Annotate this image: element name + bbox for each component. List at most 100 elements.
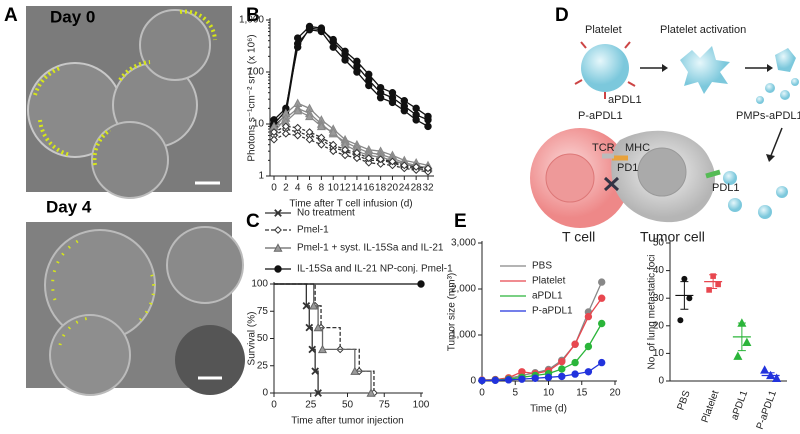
- marker: [274, 226, 282, 234]
- marker: [558, 365, 566, 373]
- x-tick-label: PBS: [675, 389, 692, 412]
- x-tick-label: 2: [283, 183, 289, 194]
- x-tick-label: Platelet: [700, 389, 722, 424]
- marker: [329, 43, 337, 51]
- marker: [598, 278, 606, 286]
- y-tick-label: 75: [257, 306, 269, 317]
- error-bar: [737, 322, 746, 352]
- marker: [350, 366, 360, 375]
- x-tick-label: 10: [543, 388, 555, 399]
- marker: [417, 280, 425, 288]
- marker: [293, 131, 302, 140]
- diagram-label: Tumor cell: [640, 229, 705, 245]
- marker: [424, 122, 432, 131]
- marker: [329, 35, 337, 44]
- marker: [302, 301, 311, 310]
- diagram-label: TCR: [592, 142, 615, 154]
- survival-line: [274, 283, 372, 393]
- marker: [305, 135, 314, 144]
- y-tick-label: 0: [470, 376, 476, 387]
- y-tick-label: 10: [653, 348, 665, 359]
- marker: [273, 243, 283, 252]
- marker: [281, 129, 290, 138]
- marker: [305, 323, 314, 332]
- legend-label: Platelet: [532, 276, 566, 287]
- marker: [518, 375, 526, 383]
- marker: [305, 128, 314, 136]
- x-tick-label: 20: [387, 183, 399, 194]
- marker: [598, 294, 606, 302]
- marker: [293, 123, 302, 132]
- marker: [376, 94, 385, 102]
- marker: [400, 97, 409, 105]
- marker: [681, 275, 688, 282]
- error-bar: [680, 281, 689, 310]
- y-tick-label: 30: [653, 293, 665, 304]
- x-tick-label: 10: [328, 183, 340, 194]
- marker: [293, 105, 303, 115]
- x-tick-label: 28: [411, 183, 423, 194]
- marker: [364, 158, 373, 167]
- marker: [328, 127, 338, 136]
- error-bar: [766, 372, 775, 379]
- marker: [365, 81, 373, 90]
- y-tick-label: 20: [653, 320, 665, 331]
- marker: [584, 312, 593, 321]
- marker: [571, 370, 579, 378]
- x-tick-label: 0: [271, 183, 277, 194]
- diagram-label: PMPs-aPDL1: [736, 110, 800, 122]
- survival-line: [274, 283, 319, 393]
- x-tick-label: P-aPDL1: [755, 389, 779, 431]
- marker: [388, 98, 397, 107]
- y-tick-label: 1,000: [239, 15, 264, 26]
- x-axis-label: Time after tumor injection: [291, 416, 403, 427]
- series-line: [481, 297, 603, 381]
- panel-label: B: [246, 5, 260, 26]
- marker: [329, 140, 338, 149]
- legend-label: Pmel-1 + syst. IL-15Sa and IL-21: [297, 243, 444, 254]
- y-tick-label: 1,000: [451, 330, 476, 341]
- y-tick-label: 25: [257, 360, 269, 371]
- marker: [584, 342, 593, 351]
- marker: [558, 372, 566, 381]
- x-tick-label: 20: [609, 388, 621, 399]
- marker: [353, 154, 361, 163]
- marker: [317, 133, 326, 142]
- marker: [341, 145, 349, 154]
- marker: [341, 151, 349, 160]
- y-tick-label: 50: [653, 238, 665, 249]
- panel-label: A: [4, 5, 18, 26]
- x-tick-label: 15: [576, 388, 588, 399]
- diagram-label: P-aPDL1: [578, 110, 623, 122]
- marker: [598, 358, 606, 367]
- y-tick-label: 3,000: [451, 238, 476, 249]
- marker: [478, 376, 486, 385]
- y-tick-label: 40: [653, 265, 665, 276]
- error-bar: [709, 274, 718, 290]
- marker: [366, 388, 376, 397]
- marker: [424, 164, 432, 173]
- day-label: Day 4: [46, 197, 92, 216]
- x-tick-label: 18: [375, 183, 387, 194]
- diagram-label: PD1: [617, 162, 638, 174]
- diagram-label: T cell: [562, 229, 595, 245]
- marker: [317, 140, 326, 149]
- y-axis-label: Photons s⁻¹cm⁻² sr⁻¹ (x 10⁶): [247, 34, 258, 161]
- y-tick-label: 1: [258, 171, 264, 182]
- marker: [571, 358, 579, 367]
- marker: [305, 111, 315, 121]
- marker: [376, 83, 385, 92]
- marker: [584, 368, 593, 376]
- diagram-label: PDL1: [712, 182, 740, 194]
- marker: [317, 344, 328, 354]
- x-tick-label: 32: [422, 183, 434, 194]
- y-tick-label: 0: [658, 376, 664, 387]
- marker: [715, 281, 721, 288]
- marker: [412, 104, 420, 113]
- marker: [364, 154, 373, 163]
- legend-label: Pmel-1: [297, 225, 329, 236]
- diagram-label: aPDL1: [608, 94, 642, 106]
- y-tick-label: 10: [253, 119, 265, 130]
- marker: [412, 116, 420, 124]
- marker: [388, 157, 397, 166]
